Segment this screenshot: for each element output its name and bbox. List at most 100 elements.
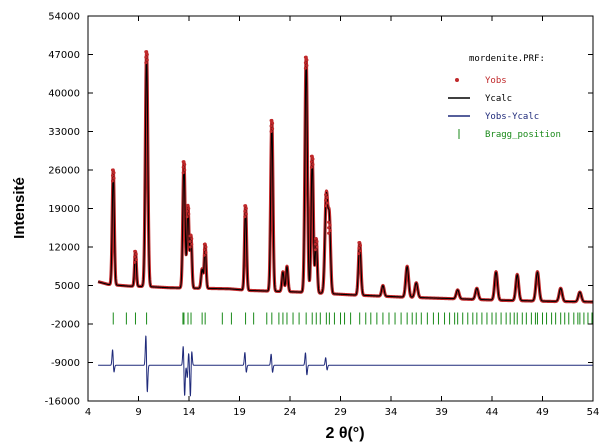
- yobs-point: [110, 168, 114, 172]
- yobs-point: [271, 121, 275, 125]
- y-tick-label: -9000: [51, 358, 80, 369]
- yobs-point: [269, 130, 273, 133]
- yobs-point: [187, 207, 191, 210]
- yobs-point: [112, 171, 116, 175]
- yobs-point: [327, 226, 331, 230]
- yobs-point: [315, 240, 319, 243]
- yobs-point: [202, 253, 206, 257]
- x-tick-label: 14: [183, 407, 196, 418]
- yobs-point: [202, 248, 206, 252]
- yobs-point: [309, 154, 313, 158]
- yobs-point: [328, 223, 332, 227]
- y-tick-label: 40000: [48, 89, 80, 100]
- plot-frame: [87, 15, 594, 402]
- y-tick-label: 26000: [48, 166, 80, 177]
- yobs-point: [358, 249, 362, 253]
- yobs-point: [185, 209, 189, 213]
- yobs-point: [305, 64, 309, 67]
- yobs-point: [144, 50, 148, 54]
- y-tick-label: -16000: [45, 397, 80, 408]
- yobs-point: [327, 231, 331, 235]
- x-tick-label: 4: [85, 407, 91, 418]
- y-tick-label: 47000: [48, 50, 80, 61]
- diff-series: [97, 335, 594, 397]
- yobs-point: [144, 55, 148, 59]
- x-tick-label: 19: [233, 407, 246, 418]
- x-tick-label: 39: [435, 407, 448, 418]
- yobs-point: [244, 207, 248, 210]
- yobs-point: [243, 209, 247, 213]
- yobs-point: [324, 198, 328, 202]
- y-tick-label: 5000: [55, 281, 80, 292]
- yobs-point: [134, 252, 138, 256]
- yobs-point: [271, 127, 275, 131]
- yobs-point: [144, 61, 148, 65]
- yobs-point: [145, 53, 149, 56]
- yobs-point: [188, 234, 192, 238]
- y-tick-label: 33000: [48, 127, 80, 138]
- x-axis-label: 2 θ(°): [325, 425, 364, 442]
- yobs-point: [183, 168, 187, 172]
- x-tick-label: 44: [486, 407, 499, 418]
- legend: mordenite.PRF: Yobs Ycalc Yobs-Ycalc Bra…: [448, 54, 561, 140]
- yobs-point: [358, 243, 362, 247]
- yobs-point: [181, 165, 185, 169]
- x-tick-label: 34: [385, 407, 398, 418]
- yobs-point: [313, 248, 317, 252]
- yobs-point: [185, 204, 189, 208]
- yobs-point: [244, 212, 248, 216]
- yobs-point: [202, 242, 206, 246]
- legend-bragg-label: Bragg_position: [485, 130, 561, 140]
- yobs-point: [325, 196, 329, 199]
- yobs-point: [357, 252, 361, 256]
- series-layer: [96, 50, 595, 397]
- yobs-point: [303, 61, 307, 65]
- x-tick-label: 49: [536, 407, 549, 418]
- yobs-point: [327, 220, 331, 224]
- yobs-point: [328, 229, 332, 232]
- y-axis-label: Intensité: [11, 177, 28, 239]
- ticks-layer: 4 9 14 19 24 29 34 39 44 49 5454000470004000033000…: [45, 12, 600, 419]
- yobs-point: [190, 237, 194, 241]
- y-tick-label: -2000: [51, 320, 80, 331]
- legend-ycalc-label: Ycalc: [485, 94, 512, 104]
- yobs-point: [204, 251, 208, 254]
- legend-diff-label: Yobs-Ycalc: [485, 112, 539, 122]
- yobs-point: [110, 174, 114, 177]
- x-tick-label: 29: [334, 407, 347, 418]
- yobs-point: [188, 245, 192, 249]
- x-tick-label: 9: [135, 407, 141, 418]
- yobs-point: [145, 58, 149, 62]
- yobs-point: [110, 179, 114, 183]
- yobs-point: [303, 55, 307, 59]
- ycalc-series: [97, 54, 594, 303]
- yobs-point: [133, 260, 137, 264]
- yobs-point: [190, 242, 194, 246]
- yobs-point: [303, 66, 307, 70]
- yobs-point: [243, 215, 247, 219]
- yobs-point: [181, 171, 185, 175]
- yobs-point: [183, 163, 187, 166]
- x-tick-label: 54: [587, 407, 600, 418]
- yobs-point: [325, 201, 329, 205]
- x-tick-label: 24: [284, 407, 297, 418]
- yobs-point: [133, 249, 137, 253]
- yobs-point: [315, 245, 319, 249]
- yobs-point: [309, 165, 313, 169]
- yobs-point: [311, 163, 315, 166]
- yobs-point: [269, 124, 273, 128]
- yobs-point: [185, 215, 189, 219]
- legend-title: mordenite.PRF:: [469, 54, 545, 64]
- yobs-point: [204, 245, 208, 249]
- yobs-point: [313, 237, 317, 241]
- yobs-point: [309, 160, 313, 164]
- yobs-point: [269, 119, 273, 122]
- yobs-point: [181, 160, 185, 164]
- yobs-point: [311, 157, 315, 161]
- yobs-point: [112, 176, 116, 180]
- yobs-point: [324, 204, 328, 208]
- yobs-point: [243, 204, 247, 208]
- y-tick-label: 12000: [48, 243, 80, 254]
- yobs-point: [313, 242, 317, 246]
